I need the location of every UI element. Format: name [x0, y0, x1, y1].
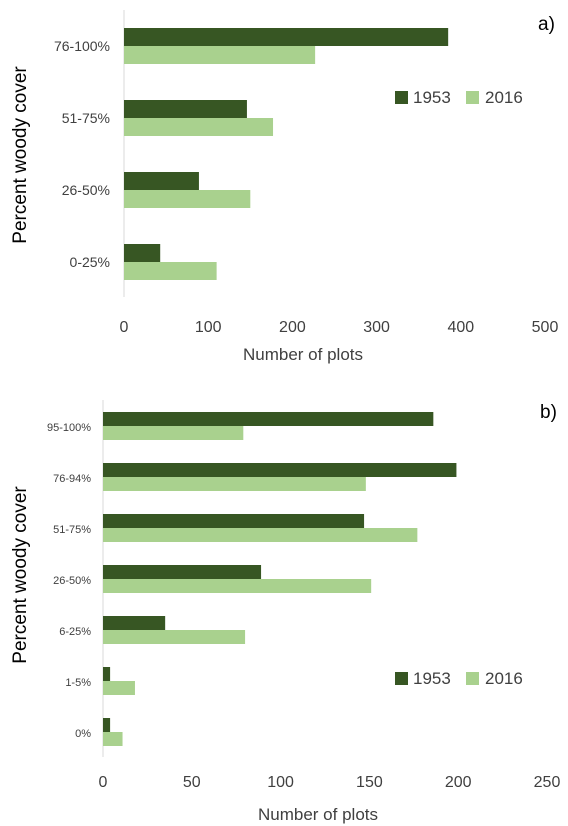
- bar-2016-1-5%: [103, 681, 135, 695]
- bar-2016-26-50%: [124, 190, 251, 208]
- panel-b-y-axis-title: Percent woody cover: [10, 486, 31, 664]
- y-tick-label: 51-75%: [62, 110, 110, 126]
- y-tick-label: 95-100%: [47, 422, 91, 434]
- bar-2016-51-75%: [103, 528, 418, 542]
- panel-a-x-tick-labels: 0 100 200 300 400 500: [120, 319, 559, 336]
- x-tick-label: 100: [195, 319, 222, 336]
- x-tick-label: 500: [532, 319, 559, 336]
- x-tick-label: 50: [183, 774, 201, 791]
- y-tick-label: 1-5%: [65, 677, 91, 689]
- legend-swatch-1953: [395, 91, 408, 104]
- bar-1953-6-25%: [103, 616, 166, 630]
- bar-2016-6-25%: [103, 630, 246, 644]
- bar-1953-95-100%: [103, 412, 434, 426]
- legend-swatch-1953: [395, 672, 408, 685]
- panel-a-bars: [124, 28, 449, 280]
- legend-swatch-2016: [466, 91, 479, 104]
- x-tick-label: 200: [445, 774, 472, 791]
- y-tick-label: 0-25%: [70, 254, 110, 270]
- x-tick-label: 250: [534, 774, 561, 791]
- y-tick-label: 6-25%: [59, 626, 91, 638]
- bar-1953-0-25%: [124, 244, 161, 262]
- bar-2016-0-25%: [124, 262, 217, 280]
- bar-1953-51-75%: [124, 100, 247, 118]
- panel-a-legend: 1953 2016: [395, 88, 523, 107]
- panel-a-label: a): [538, 14, 555, 35]
- legend-label-2016: 2016: [485, 669, 523, 688]
- legend-label-1953: 1953: [413, 88, 451, 107]
- bar-1953-26-50%: [103, 565, 262, 579]
- legend-label-1953: 1953: [413, 669, 451, 688]
- bar-2016-26-50%: [103, 579, 372, 593]
- panel-b-x-axis-title: Number of plots: [258, 805, 378, 824]
- y-tick-label: 51-75%: [53, 524, 91, 536]
- panel-b-bars: [103, 412, 457, 746]
- panel-b-y-tick-labels: 95-100% 76-94% 51-75% 26-50% 6-25% 1-5% 0%: [47, 422, 91, 740]
- x-tick-label: 0: [99, 774, 108, 791]
- panel-b-chart: b) Percent woody cover Number of plots 9…: [10, 400, 560, 824]
- bar-2016-51-75%: [124, 118, 274, 136]
- bar-2016-0%: [103, 732, 123, 746]
- panel-b-label: b): [540, 402, 557, 423]
- bar-1953-51-75%: [103, 514, 365, 528]
- x-tick-label: 200: [279, 319, 306, 336]
- y-tick-label: 76-94%: [53, 473, 91, 485]
- bar-2016-95-100%: [103, 426, 244, 440]
- panel-a-x-axis-title: Number of plots: [243, 345, 363, 364]
- x-tick-label: 100: [267, 774, 294, 791]
- panel-a-chart: a) Percent woody cover Number of plots 7…: [10, 10, 558, 364]
- y-tick-label: 76-100%: [54, 38, 110, 54]
- panel-b-legend: 1953 2016: [395, 669, 523, 688]
- panel-a-y-tick-labels: 76-100% 51-75% 26-50% 0-25%: [54, 38, 110, 270]
- x-tick-label: 400: [447, 319, 474, 336]
- bar-2016-76-100%: [124, 46, 316, 64]
- bar-1953-76-94%: [103, 463, 457, 477]
- y-tick-label: 26-50%: [62, 182, 110, 198]
- bar-1953-26-50%: [124, 172, 199, 190]
- y-tick-label: 26-50%: [53, 575, 91, 587]
- y-tick-label: 0%: [75, 728, 91, 740]
- x-tick-label: 0: [120, 319, 129, 336]
- legend-label-2016: 2016: [485, 88, 523, 107]
- panel-b-x-tick-labels: 0 50 100 150 200 250: [99, 774, 561, 791]
- x-tick-label: 150: [356, 774, 383, 791]
- x-tick-label: 300: [363, 319, 390, 336]
- legend-swatch-2016: [466, 672, 479, 685]
- bar-1953-76-100%: [124, 28, 449, 46]
- bar-2016-76-94%: [103, 477, 366, 491]
- bar-1953-0%: [103, 718, 111, 732]
- bar-1953-1-5%: [103, 667, 111, 681]
- panel-a-y-axis-title: Percent woody cover: [10, 66, 31, 244]
